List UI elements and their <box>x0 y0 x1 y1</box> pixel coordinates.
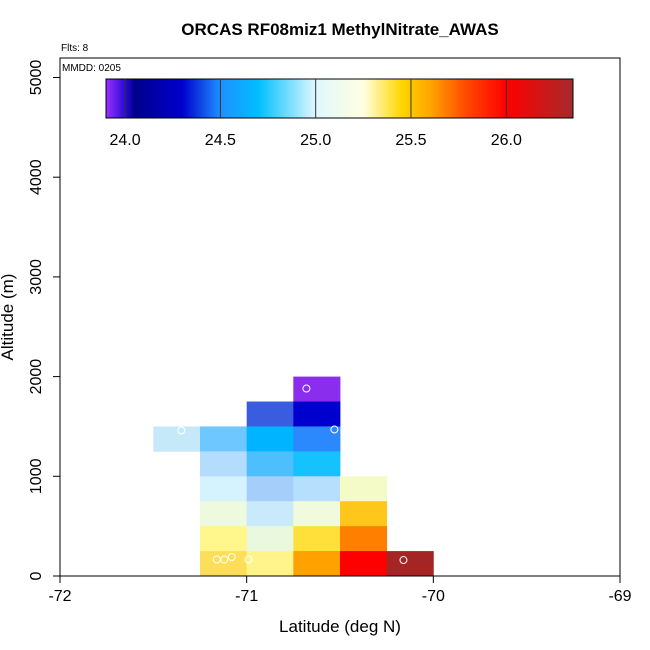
heatmap-cell-17 <box>293 451 341 477</box>
heatmap-cell-4 <box>200 501 248 527</box>
data-point-0 <box>177 426 186 435</box>
heatmap-cell-14 <box>293 376 341 402</box>
y-axis-title: Altitude (m) <box>0 274 17 361</box>
heatmap-cell-18 <box>293 476 341 502</box>
heatmap-cell-25 <box>340 551 388 577</box>
heatmap-cell-15 <box>293 401 341 427</box>
heatmap-cell-9 <box>246 451 294 477</box>
heatmap-cell-13 <box>246 551 294 577</box>
x-tick-label-0: -72 <box>48 588 71 605</box>
observation-points <box>177 384 408 565</box>
colorbar-tick-label-3: 25.5 <box>395 132 426 149</box>
x-tick-label-3: -69 <box>608 588 631 605</box>
heatmap-cell-1 <box>200 426 248 452</box>
plot-frame <box>59 57 621 577</box>
heatmap-cell-24 <box>340 526 388 552</box>
y-tick-label-1: 1000 <box>28 458 45 494</box>
heatmap-cell-2 <box>200 451 248 477</box>
data-point-4 <box>220 555 229 564</box>
heatmap-cell-23 <box>340 501 388 527</box>
y-tick-label-0: 0 <box>28 571 45 580</box>
heatmap-cell-11 <box>246 501 294 527</box>
y-tick-label-2: 2000 <box>28 359 45 395</box>
colorbar-gradient <box>105 78 574 119</box>
data-point-2 <box>330 425 339 434</box>
heatmap-cell-12 <box>246 526 294 552</box>
data-point-6 <box>244 555 253 564</box>
colorbar-tick-label-1: 24.5 <box>205 132 236 149</box>
colorbar-tick-label-4: 26.0 <box>491 132 522 149</box>
heatmap-cell-5 <box>200 526 248 552</box>
x-axis: -72 -71 -70 -69 <box>48 576 632 605</box>
heatmap-cell-21 <box>293 551 341 577</box>
x-axis-title: Latitude (deg N) <box>279 617 401 636</box>
y-axis: 0 1000 2000 3000 4000 5000 <box>28 60 60 580</box>
heatmap-cell-10 <box>246 476 294 502</box>
data-point-1 <box>302 384 311 393</box>
date-note: MMDD: 0205 <box>62 63 121 74</box>
heatmap-cell-16 <box>293 426 341 452</box>
flights-note: Flts: 8 <box>61 43 89 54</box>
heatmap-cell-26 <box>386 551 434 577</box>
heatmap-cell-6 <box>200 551 248 577</box>
heatmap-cell-7 <box>246 401 294 427</box>
y-tick-label-5: 5000 <box>28 60 45 96</box>
data-point-7 <box>399 556 408 565</box>
y-tick-label-3: 3000 <box>28 259 45 295</box>
x-tick-label-1: -71 <box>235 588 258 605</box>
colorbar-tick-label-2: 25.0 <box>300 132 331 149</box>
data-point-5 <box>227 553 236 562</box>
heatmap-cell-20 <box>293 526 341 552</box>
heatmap-cell-8 <box>246 426 294 452</box>
heatmap-cell-0 <box>153 426 201 452</box>
heatmap-cell-19 <box>293 501 341 527</box>
heatmap-cell-22 <box>340 476 388 502</box>
x-tick-label-2: -70 <box>422 588 445 605</box>
colorbar: 24.0 24.5 25.0 25.5 26.0 <box>105 78 574 149</box>
colorbar-tick-label-0: 24.0 <box>109 132 140 149</box>
heatmap-cell-3 <box>200 476 248 502</box>
chart-title: ORCAS RF08miz1 MethylNitrate_AWAS <box>181 20 498 39</box>
heatmap-cells <box>153 376 434 577</box>
y-tick-label-4: 4000 <box>28 159 45 195</box>
